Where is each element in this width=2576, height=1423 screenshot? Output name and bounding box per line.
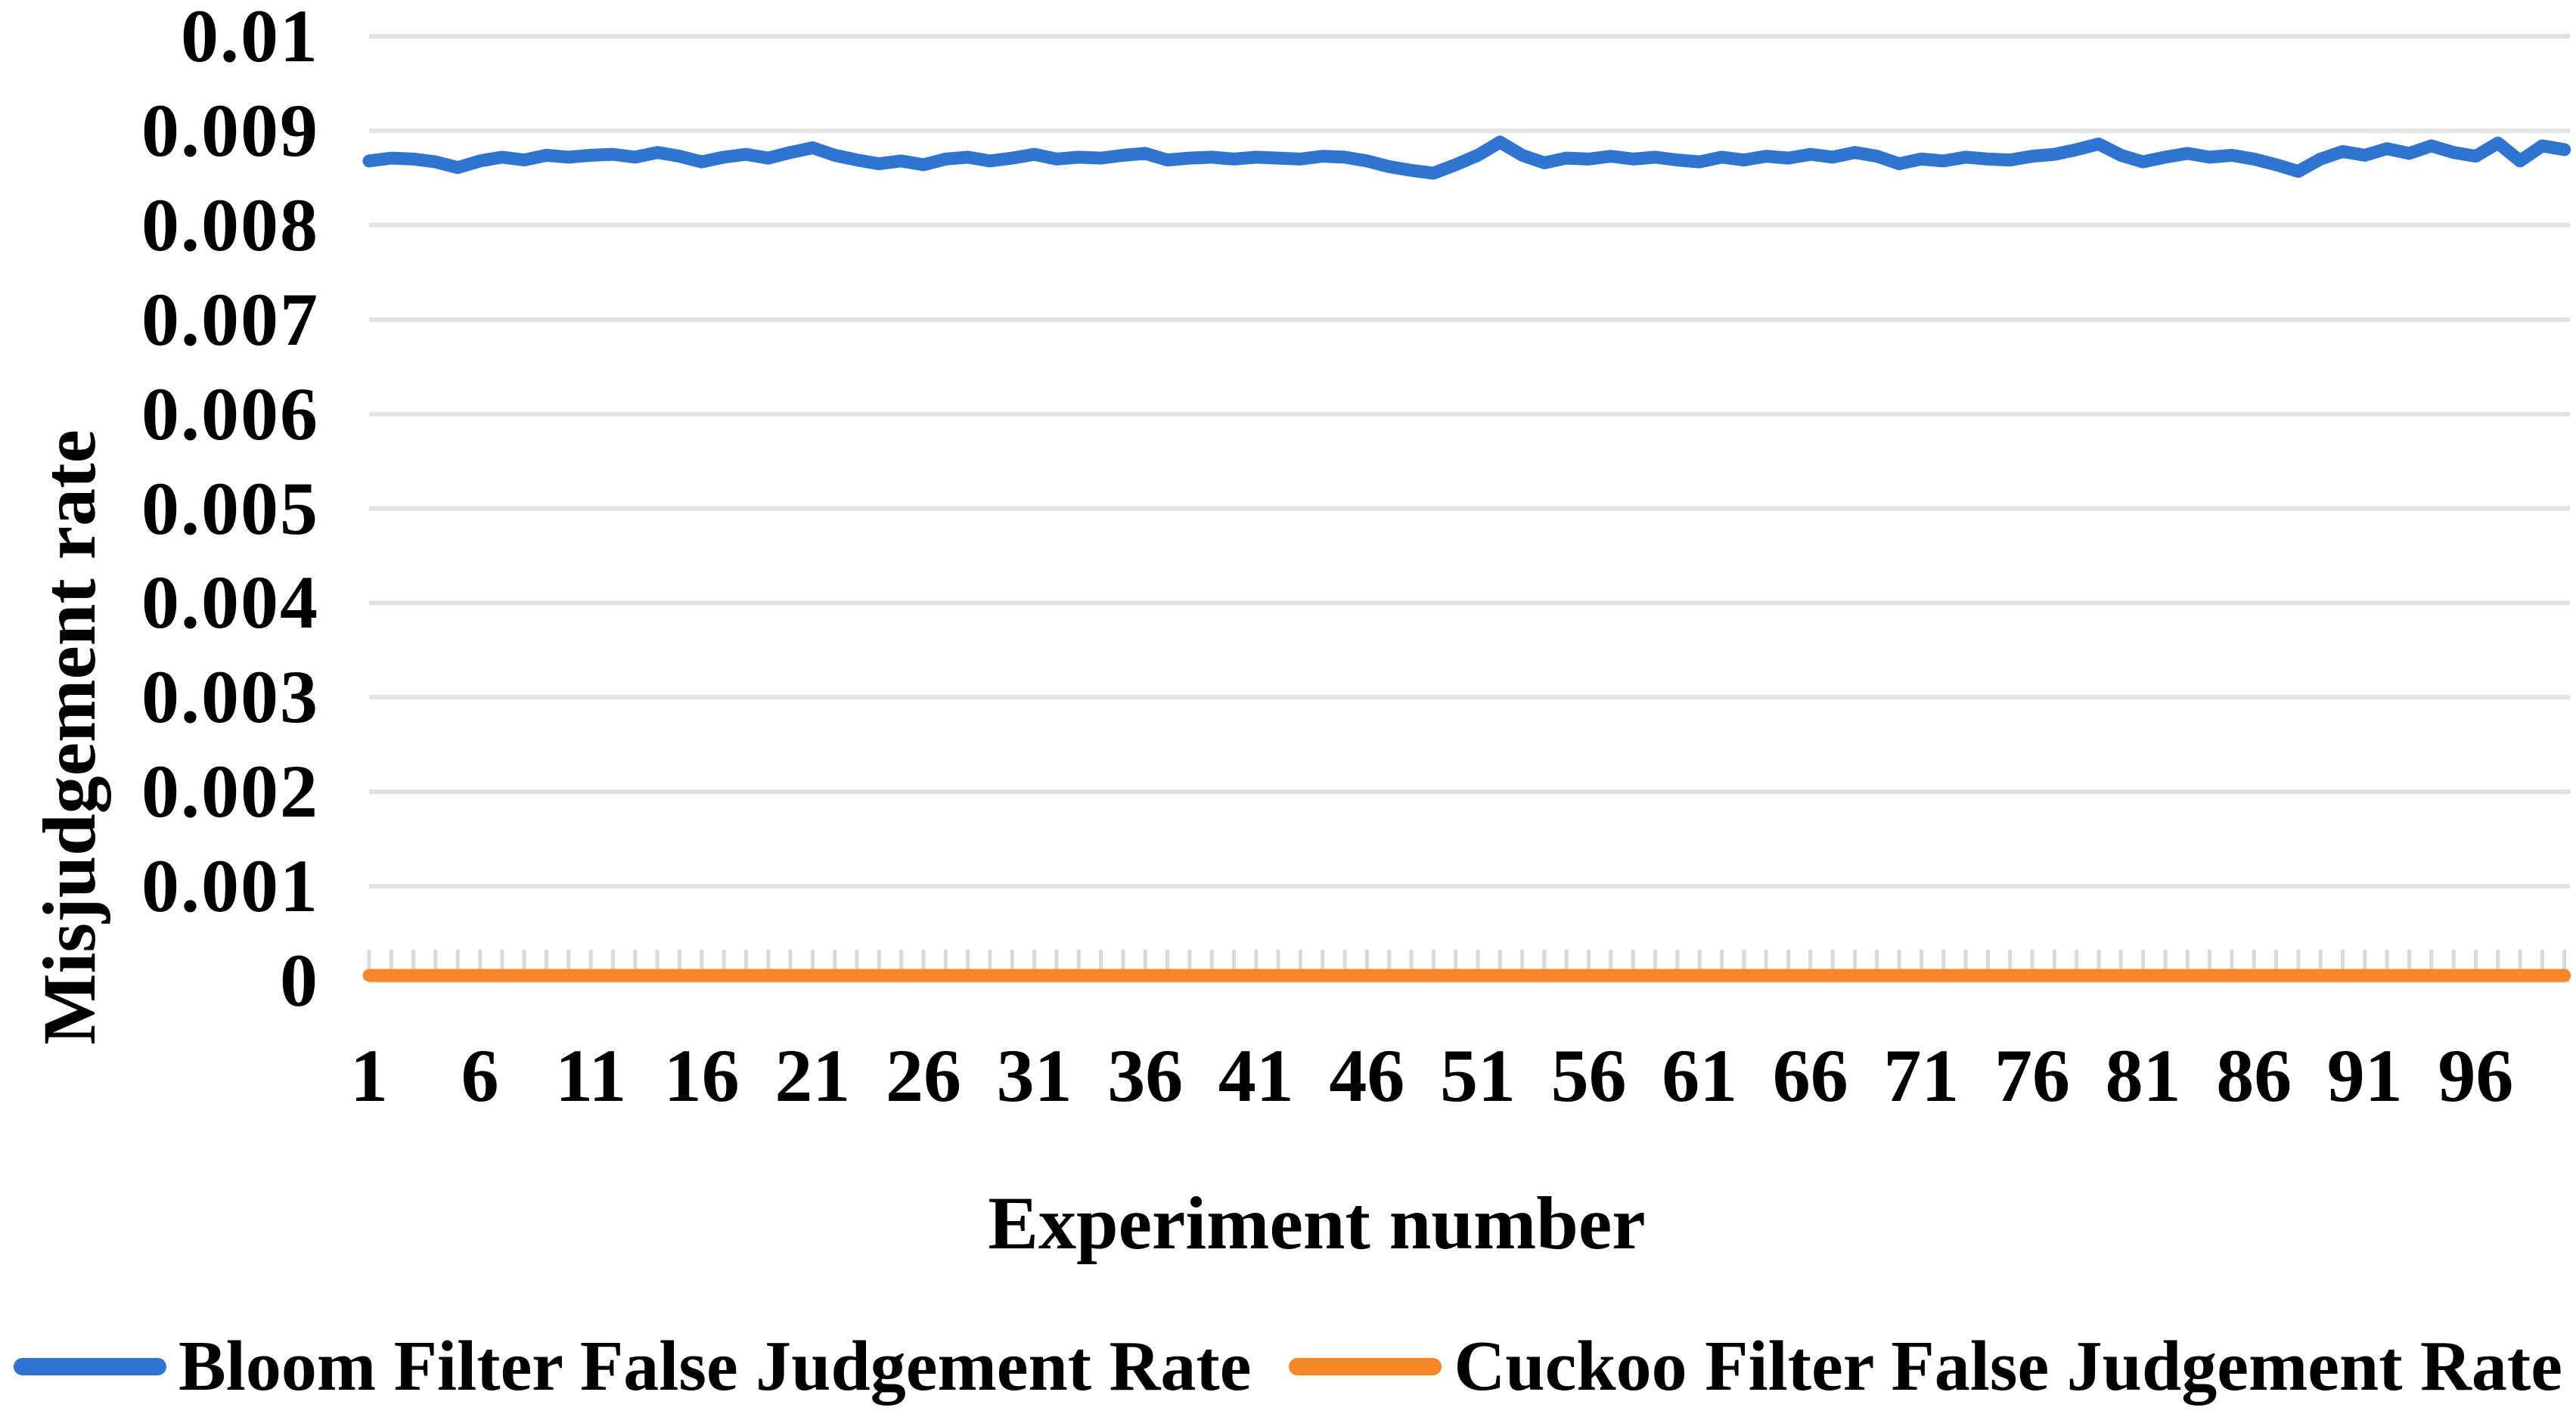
x-tick-label: 96 — [2438, 1034, 2514, 1118]
x-axis-title: Experiment number — [988, 1181, 1646, 1265]
y-tick-label: 0.005 — [141, 466, 319, 550]
legend-item-bloom: Bloom Filter False Judgement Rate — [14, 1325, 1251, 1408]
x-tick-label: 26 — [886, 1034, 961, 1118]
bloom-series-swatch-icon — [14, 1357, 167, 1375]
y-axis-title: Misjudgement rate — [27, 429, 111, 1045]
x-tick-label: 71 — [1883, 1034, 1960, 1118]
x-tick-label: 6 — [461, 1034, 499, 1118]
x-tick-label: 81 — [2105, 1034, 2181, 1118]
x-tick-label: 51 — [1440, 1034, 1516, 1118]
x-tick-label: 21 — [774, 1034, 851, 1118]
x-tick-label: 36 — [1107, 1034, 1184, 1118]
x-tick-label: 11 — [554, 1034, 627, 1118]
y-tick-label: 0.001 — [141, 844, 319, 929]
y-tick-label: 0.002 — [141, 749, 319, 834]
y-tick-label: 0.006 — [141, 371, 319, 456]
x-tick-label: 1 — [350, 1034, 388, 1118]
y-tick-label: 0.007 — [141, 277, 319, 361]
x-tick-label: 86 — [2216, 1034, 2292, 1118]
cuckoo-series-swatch-icon — [1289, 1357, 1442, 1375]
y-tick-label: 0.004 — [141, 560, 319, 645]
x-tick-label: 61 — [1662, 1034, 1738, 1118]
x-tick-label: 66 — [1772, 1034, 1848, 1118]
y-tick-label: 0 — [280, 938, 319, 1022]
x-tick-label: 41 — [1218, 1034, 1294, 1118]
y-tick-label: 0.003 — [141, 655, 319, 739]
x-tick-label: 76 — [1994, 1034, 2070, 1118]
legend-label-cuckoo: Cuckoo Filter False Judgement Rate — [1454, 1327, 2562, 1406]
y-tick-label: 0.009 — [141, 88, 319, 172]
bloom-series-line — [362, 135, 2571, 180]
x-tick-label: 31 — [996, 1034, 1072, 1118]
x-tick-label: 46 — [1329, 1034, 1405, 1118]
legend: Bloom Filter False Judgement Rate Cuckoo… — [0, 1325, 2576, 1408]
legend-label-bloom: Bloom Filter False Judgement Rate — [178, 1327, 1252, 1406]
x-tick-label: 91 — [2326, 1034, 2403, 1118]
y-tick-label: 0.01 — [181, 0, 319, 78]
x-tick-label: 16 — [663, 1034, 740, 1118]
legend-item-cuckoo: Cuckoo Filter False Judgement Rate — [1289, 1325, 2562, 1408]
y-tick-label: 0.008 — [141, 182, 319, 267]
x-tick-label: 56 — [1550, 1034, 1627, 1118]
